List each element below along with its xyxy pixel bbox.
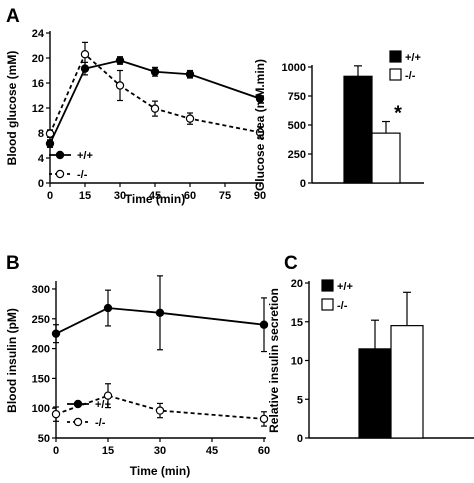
series-line-1 <box>49 52 261 134</box>
data-point <box>150 67 160 76</box>
legend-label: -/- <box>405 70 416 82</box>
data-point <box>155 308 165 318</box>
x-tick-label: 45 <box>149 190 161 202</box>
series-line-1 <box>55 394 265 420</box>
x-tick-label: 45 <box>206 445 218 457</box>
legend-marker <box>73 417 83 427</box>
y-tick-label: 20 <box>291 278 303 290</box>
panel-label: A <box>6 6 20 27</box>
y-tick-label: 50 <box>38 433 50 445</box>
y-axis-label: Glucose area (mM.min) <box>253 59 267 191</box>
y-axis-label: Relative insulin secretion <box>267 288 281 433</box>
legend-label: +/+ <box>337 281 353 293</box>
data-point <box>185 114 195 123</box>
series-line-0 <box>55 307 265 335</box>
panel-label: B <box>6 253 20 274</box>
legend-swatch <box>389 50 402 63</box>
y-tick-label: 4 <box>38 153 45 165</box>
panel-label: C <box>284 253 298 274</box>
y-tick-label: 0 <box>38 178 44 190</box>
data-point <box>155 406 165 415</box>
bar-1 <box>371 132 401 184</box>
data-point <box>259 320 269 329</box>
data-point <box>80 50 90 59</box>
y-tick-label: 150 <box>32 373 50 385</box>
data-point <box>185 70 195 79</box>
data-point <box>103 391 113 400</box>
y-tick-label: 8 <box>38 128 44 140</box>
y-tick-label: 20 <box>32 53 44 65</box>
x-tick-label: 60 <box>184 190 196 202</box>
significance-marker: * <box>394 103 402 125</box>
y-tick-label: 24 <box>32 28 45 40</box>
x-tick-label: 30 <box>154 445 166 457</box>
data-point <box>45 129 55 138</box>
y-tick-label: 15 <box>291 317 303 329</box>
y-tick-label: 16 <box>32 78 44 90</box>
y-tick-label: 10 <box>291 356 303 368</box>
data-point <box>51 409 61 419</box>
bar-0 <box>343 75 373 184</box>
y-tick-label: 200 <box>32 344 50 356</box>
data-point <box>255 128 265 137</box>
x-tick-label: 0 <box>53 445 59 457</box>
data-point <box>115 56 125 65</box>
y-tick-label: 300 <box>32 284 50 296</box>
x-tick-label: 15 <box>79 190 91 202</box>
legend-label: +/+ <box>77 150 93 162</box>
x-tick-label: 0 <box>47 190 53 202</box>
bar-0 <box>358 348 392 439</box>
x-tick-label: 60 <box>258 445 270 457</box>
legend-swatch <box>389 68 402 81</box>
legend-label: -/- <box>337 300 348 312</box>
data-point <box>259 414 269 424</box>
y-tick-label: 750 <box>288 91 306 103</box>
legend-marker <box>73 399 83 409</box>
legend-swatch <box>321 279 334 292</box>
legend-marker <box>55 150 65 160</box>
y-tick-label: 0 <box>300 178 306 190</box>
x-tick-label: 90 <box>254 190 266 202</box>
x-tick-label: 30 <box>114 190 126 202</box>
x-axis-label: Time (min) <box>125 192 185 206</box>
x-tick-label: 75 <box>219 190 231 202</box>
data-point <box>45 139 55 148</box>
series-line-0 <box>49 59 261 145</box>
y-tick-label: 5 <box>297 394 303 406</box>
data-point <box>150 104 160 113</box>
legend-label: +/+ <box>405 52 421 64</box>
y-tick-label: 250 <box>32 314 50 326</box>
bar-1 <box>390 325 424 439</box>
y-tick-label: 0 <box>297 433 303 445</box>
y-axis-label: Blood glucose (mM) <box>5 51 19 166</box>
legend-label: -/- <box>95 417 106 429</box>
data-point <box>103 303 113 313</box>
y-tick-label: 12 <box>32 103 44 115</box>
data-point <box>115 81 125 90</box>
y-tick-label: 500 <box>288 120 306 132</box>
x-axis-label: Time (min) <box>130 464 190 478</box>
legend-marker <box>55 169 65 179</box>
data-point <box>51 329 61 338</box>
legend-label: -/- <box>77 169 88 181</box>
x-tick-label: 15 <box>102 445 114 457</box>
y-axis-label: Blood insulin (pM) <box>5 308 19 413</box>
y-tick-label: 100 <box>32 403 50 415</box>
y-tick-label: 250 <box>288 149 306 161</box>
y-tick-label: 1000 <box>282 62 306 74</box>
data-point <box>255 94 265 103</box>
legend-swatch <box>321 298 334 311</box>
